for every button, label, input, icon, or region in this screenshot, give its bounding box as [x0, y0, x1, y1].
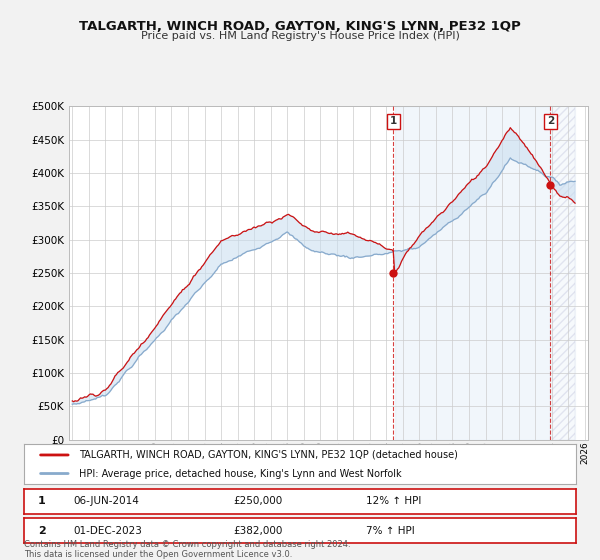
Text: Contains HM Land Registry data © Crown copyright and database right 2024.
This d: Contains HM Land Registry data © Crown c…: [24, 540, 350, 559]
Text: TALGARTH, WINCH ROAD, GAYTON, KING'S LYNN, PE32 1QP: TALGARTH, WINCH ROAD, GAYTON, KING'S LYN…: [79, 20, 521, 32]
Text: 2: 2: [547, 116, 554, 127]
Text: 01-DEC-2023: 01-DEC-2023: [74, 526, 143, 535]
Text: 1: 1: [389, 116, 397, 127]
Text: 7% ↑ HPI: 7% ↑ HPI: [366, 526, 415, 535]
Text: £250,000: £250,000: [234, 497, 283, 506]
Text: HPI: Average price, detached house, King's Lynn and West Norfolk: HPI: Average price, detached house, King…: [79, 469, 402, 478]
Text: 12% ↑ HPI: 12% ↑ HPI: [366, 497, 422, 506]
Text: TALGARTH, WINCH ROAD, GAYTON, KING'S LYNN, PE32 1QP (detached house): TALGARTH, WINCH ROAD, GAYTON, KING'S LYN…: [79, 450, 458, 460]
Text: 2: 2: [38, 526, 46, 535]
Text: £382,000: £382,000: [234, 526, 283, 535]
Text: Price paid vs. HM Land Registry's House Price Index (HPI): Price paid vs. HM Land Registry's House …: [140, 31, 460, 41]
Text: 1: 1: [38, 497, 46, 506]
Text: 06-JUN-2014: 06-JUN-2014: [74, 497, 140, 506]
